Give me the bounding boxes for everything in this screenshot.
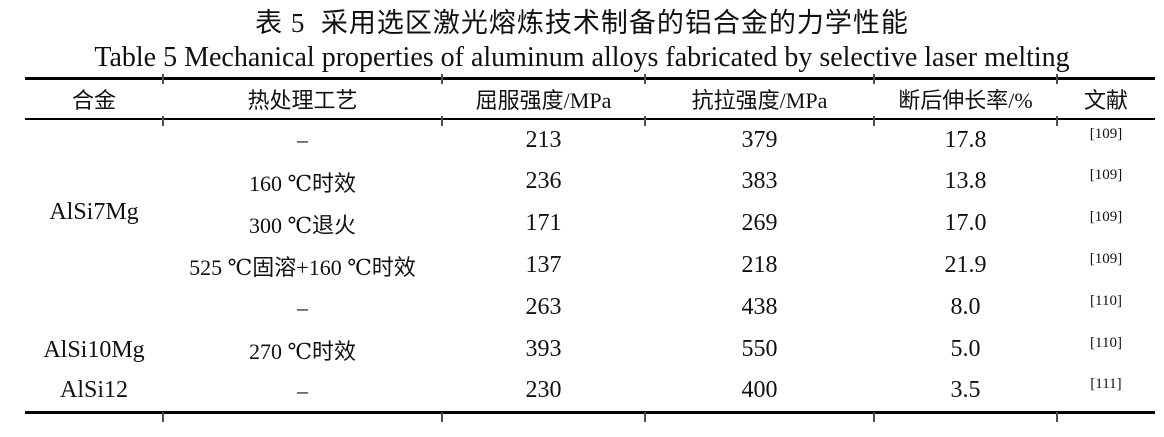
reference-superscript: [109] [1089,125,1123,142]
column-boundary-tick [1056,74,1058,84]
column-boundary-tick [441,74,443,84]
table-row: 300 ℃退火 171 269 17.0 [109] [25,203,1155,245]
treatment-cell: 300 ℃退火 [248,212,357,238]
yield-strength-cell: 171 [525,210,562,236]
header-cell-elongation: 断后伸长率/% [898,87,1033,113]
reference-superscript: [109] [1089,251,1123,267]
reference-cell: [109] [1057,245,1155,287]
treatment-cell: 525 ℃固溶+160 ℃时效 [189,254,416,280]
elongation-cell: 21.9 [944,252,987,278]
reference-superscript: [111] [1090,376,1122,393]
yield-strength-cell: 213 [525,126,562,153]
tensile-strength-cell: 400 [741,377,778,404]
yield-strength-cell: 236 [525,168,562,194]
table-title-chinese: 表 5 采用选区激光熔炼技术制备的铝合金的力学性能 [255,8,909,38]
elongation-cell: 8.0 [950,294,981,320]
treatment-cell: 160 ℃时效 [248,170,357,196]
yield-strength-cell: 230 [525,377,562,404]
elongation-cell: 17.0 [944,210,987,236]
column-boundary-tick [873,74,875,84]
mechanical-properties-table: 合金 热处理工艺 屈服强度/MPa 抗拉强度/MPa 断后伸长率/% 文献 Al… [25,77,1155,414]
header-cell-heat-treatment: 热处理工艺 [247,87,358,113]
reference-cell: [110] [1057,287,1155,329]
reference-cell: [110] [1057,329,1155,371]
column-boundary-tick [441,116,443,126]
reference-superscript: [109] [1089,167,1123,183]
treatment-cell: – [297,294,308,320]
elongation-cell: 3.5 [950,377,981,404]
mechanical-properties-table-wrap: 合金 热处理工艺 屈服强度/MPa 抗拉强度/MPa 断后伸长率/% 文献 Al… [25,74,1155,422]
tensile-strength-cell: 438 [741,294,778,320]
column-boundary-tick [162,412,164,422]
header-cell-alloy: 合金 [71,87,116,113]
table-row: AlSi12 – 230 400 3.5 [111] [25,371,1155,413]
alloy-group-cell: AlSi10Mg [43,337,145,363]
tensile-strength-cell: 218 [741,252,778,278]
table-row: 525 ℃固溶+160 ℃时效 137 218 21.9 [109] [25,245,1155,287]
column-boundary-tick [644,412,646,422]
column-boundary-tick [644,74,646,84]
treatment-cell: – [297,377,308,403]
reference-superscript: [110] [1090,293,1122,309]
table-row: AlSi7Mg – 213 379 17.8 [109] [25,119,1155,225]
table-row: AlSi10Mg – 263 438 8.0 [110] [25,287,1155,363]
elongation-cell: 5.0 [950,336,981,362]
column-boundary-tick [873,412,875,422]
table-row: 270 ℃时效 393 550 5.0 [110] [25,329,1155,371]
header-cell-yield-strength: 屈服强度/MPa [475,87,612,113]
header-cell-reference: 文献 [1083,87,1128,113]
tensile-strength-cell: 550 [741,336,778,362]
column-boundary-tick [1056,116,1058,126]
reference-cell: [111] [1057,371,1155,413]
elongation-cell: 17.8 [944,126,987,153]
tensile-strength-cell: 269 [741,210,778,236]
reference-superscript: [110] [1090,335,1122,351]
reference-superscript: [109] [1089,209,1123,225]
column-boundary-tick [1056,412,1058,422]
treatment-cell: 270 ℃时效 [248,338,357,364]
alloy-group-cell: AlSi7Mg [49,198,139,225]
column-boundary-tick [644,116,646,126]
yield-strength-cell: 263 [525,294,562,320]
table-title-english: Table 5 Mechanical properties of aluminu… [94,42,1070,73]
column-boundary-tick [162,74,164,84]
alloy-group-cell: AlSi12 [59,377,128,404]
reference-cell: [109] [1057,119,1155,161]
column-boundary-tick [441,412,443,422]
header-row: 合金 热处理工艺 屈服强度/MPa 抗拉强度/MPa 断后伸长率/% 文献 [25,79,1155,119]
elongation-cell: 13.8 [944,168,987,194]
table-row: 160 ℃时效 236 383 13.8 [109] [25,161,1155,203]
reference-cell: [109] [1057,161,1155,203]
tensile-strength-cell: 383 [741,168,778,194]
yield-strength-cell: 393 [525,336,562,362]
header-cell-tensile-strength: 抗拉强度/MPa [691,87,828,113]
treatment-cell: – [297,127,308,152]
tensile-strength-cell: 379 [741,126,778,153]
yield-strength-cell: 137 [525,252,562,278]
column-boundary-tick [162,116,164,126]
column-boundary-tick [873,116,875,126]
reference-cell: [109] [1057,203,1155,245]
